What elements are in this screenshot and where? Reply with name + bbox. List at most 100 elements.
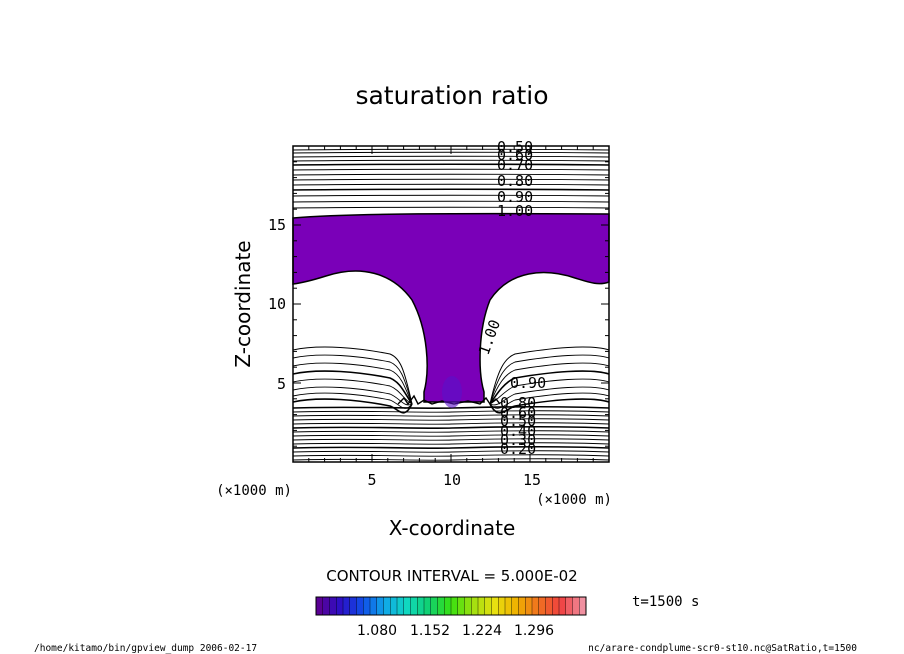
colorbar-border (315, 596, 587, 616)
contour-line-left (292, 398, 413, 414)
x-tick-label-5: 5 (367, 471, 376, 489)
contour-label-text: 0.50 (497, 138, 533, 156)
contour-label-text: 0.60 (497, 146, 533, 164)
chart-title: saturation ratio (355, 81, 548, 110)
contour-line-upper (292, 159, 610, 162)
contour-line-lower (292, 442, 610, 445)
contour-line-jagged (397, 394, 501, 406)
contour-label-text: 0.90 (497, 188, 533, 206)
x-tick-label-10: 10 (443, 471, 461, 489)
contour-line-right (489, 392, 610, 409)
contour-line-lower (292, 450, 610, 453)
contour-line-lower (292, 434, 610, 437)
contour-label: 0.60 (497, 146, 533, 164)
colorbar-cell (505, 597, 513, 615)
colorbar-cell (376, 597, 384, 615)
colorbar-cell (397, 597, 405, 615)
contour-line-left (292, 362, 413, 405)
contour-line-upper (292, 183, 610, 186)
contour-line-right (489, 378, 610, 405)
colorbar-cell (329, 597, 337, 615)
contour-label-text: 0.40 (500, 422, 536, 440)
colorbar-cell (356, 597, 364, 615)
contour-line-left (292, 346, 413, 405)
footer-right: nc/arare-condplume-scr0-st10.nc@SatRatio… (588, 643, 857, 654)
y-tick-label-10: 10 (268, 295, 286, 313)
colorbar-cell (316, 597, 324, 615)
x-unit-label: (×1000 m) (536, 492, 612, 508)
y-axis-title: Z-coordinate (231, 240, 255, 367)
supersaturation-region (292, 212, 610, 403)
contour-label-text: 1.00 (497, 202, 533, 220)
contour-label: 0.90 (510, 374, 546, 392)
colorbar-cell (417, 597, 425, 615)
contour-line-upper (292, 151, 610, 154)
contour-label-text: 0.50 (500, 412, 536, 430)
colorbar-tick-label-1: 1.080 (357, 623, 397, 639)
contour-line-lower (292, 418, 610, 421)
colorbar-cell (484, 597, 492, 615)
contour-label-text: 0.90 (510, 374, 546, 392)
contour-line-left (292, 354, 413, 405)
contour-line-lower (292, 414, 610, 417)
contour-line-right (489, 398, 610, 414)
colorbar-cell (559, 597, 567, 615)
contour-line-upper (292, 155, 610, 158)
contour-line-upper (292, 188, 610, 191)
contour-line-upper (292, 148, 610, 151)
colorbar-tick-label-3: 1.224 (462, 623, 502, 639)
colorbar-cell (430, 597, 438, 615)
contour-line-lower (292, 454, 610, 457)
colorbar-cell (532, 597, 540, 615)
contour-line-lower (292, 458, 610, 461)
contour-label: 0.90 (497, 188, 533, 206)
x-tick-label-15: 15 (523, 471, 541, 489)
colorbar-tick-label-4: 1.296 (514, 623, 554, 639)
contour-label: 0.40 (500, 422, 536, 440)
colorbar-cell (565, 597, 573, 615)
contour-label-text: 0.70 (497, 156, 533, 174)
time-label: t=1500 s (632, 594, 699, 610)
axis-ticks (293, 146, 609, 462)
colorbar-cell (322, 597, 330, 615)
colorbar-cell (451, 597, 459, 615)
colorbar-cell (525, 597, 533, 615)
contour-label: 0.20 (500, 440, 536, 458)
contour-line-left (292, 370, 413, 405)
contour-label-text: 0.80 (497, 172, 533, 190)
contour-line-upper (292, 178, 610, 181)
contour-label-text: 0.20 (500, 440, 536, 458)
contour-label: 0.70 (497, 156, 533, 174)
contour-line-right (489, 386, 610, 406)
colorbar-cell (552, 597, 560, 615)
contour-line-lower (292, 446, 610, 450)
contour-line-upper (292, 200, 610, 203)
colorbar-cell (464, 597, 472, 615)
colorbar-tick-label-2: 1.152 (410, 623, 450, 639)
colorbar-cell (349, 597, 357, 615)
colorbar (315, 597, 587, 615)
colorbar-cell (410, 597, 418, 615)
contour-line-lower (292, 422, 610, 425)
contour-label: 0.50 (497, 138, 533, 156)
colorbar-cell (579, 597, 587, 615)
colorbar-cell (491, 597, 499, 615)
contour-line-lower (292, 430, 610, 433)
colorbar-cell (444, 597, 452, 615)
contour-label: 0.50 (500, 412, 536, 430)
contour-line-upper (292, 194, 610, 197)
contour-label-text: 0.80 (500, 394, 536, 412)
contour-line-left (292, 386, 413, 406)
contour-line-lower (292, 410, 610, 413)
x-axis-title: X-coordinate (389, 516, 516, 540)
colorbar-cell (478, 597, 486, 615)
plume-core (442, 376, 462, 408)
colorbar-cell (403, 597, 411, 615)
colorbar-cell (498, 597, 506, 615)
colorbar-cell (511, 597, 519, 615)
colorbar-cell (457, 597, 465, 615)
contour-label: 0.80 (500, 394, 536, 412)
colorbar-cell (424, 597, 432, 615)
colorbar-cell (545, 597, 553, 615)
